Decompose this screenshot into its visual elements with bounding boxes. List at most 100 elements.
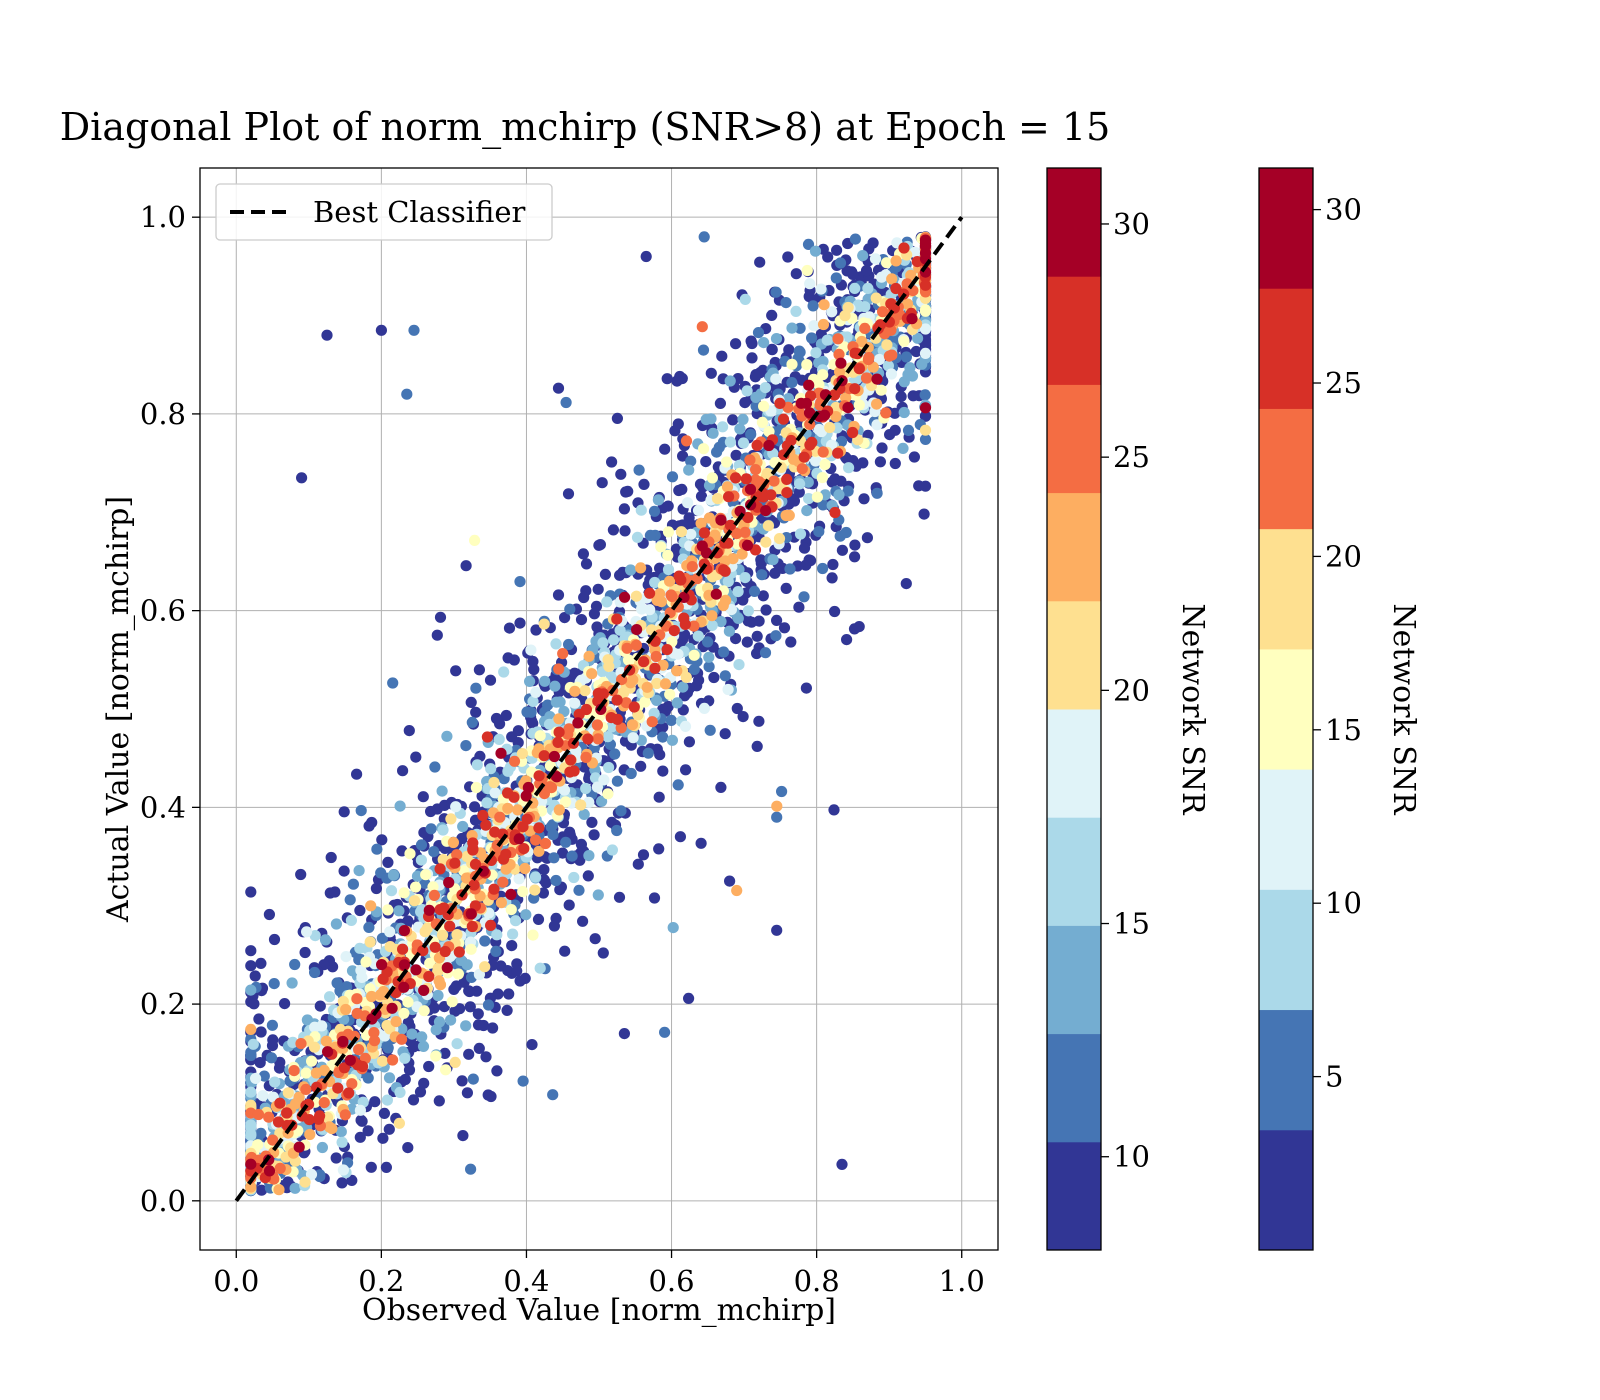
data-point — [402, 915, 414, 927]
data-point — [897, 442, 909, 454]
data-point — [432, 962, 444, 975]
data-point — [480, 819, 492, 831]
data-point — [493, 733, 505, 746]
data-point — [685, 528, 697, 540]
data-point — [750, 464, 762, 476]
data-point — [781, 487, 793, 499]
data-point — [763, 439, 775, 452]
data-point — [758, 400, 770, 412]
data-point — [787, 453, 800, 465]
data-point — [869, 253, 882, 265]
data-point — [524, 675, 536, 688]
data-point — [698, 702, 711, 715]
y-tick-label: 1.0 — [140, 200, 186, 234]
data-point — [366, 990, 378, 1003]
data-point — [423, 1060, 435, 1073]
data-point — [906, 313, 918, 325]
data-point — [919, 304, 932, 316]
data-point — [580, 751, 592, 764]
data-point — [344, 894, 356, 906]
data-point — [338, 806, 350, 818]
data-point — [572, 717, 584, 729]
data-point — [702, 636, 714, 648]
data-point — [858, 493, 870, 505]
data-point — [818, 299, 830, 311]
data-point — [485, 919, 497, 932]
data-point — [407, 1094, 420, 1106]
colorbar-frame — [1258, 167, 1314, 1251]
data-point — [552, 382, 565, 394]
data-point — [829, 473, 841, 485]
data-point — [256, 1184, 268, 1196]
data-point — [885, 368, 898, 380]
data-point — [648, 892, 661, 904]
data-point — [542, 699, 554, 711]
data-point — [757, 590, 769, 602]
data-point — [767, 554, 779, 566]
data-point — [801, 505, 813, 517]
data-point — [470, 782, 482, 794]
data-point — [564, 603, 576, 615]
data-point — [780, 582, 792, 595]
data-point — [655, 541, 667, 553]
data-point — [849, 282, 861, 294]
colorbar-segment — [1047, 276, 1101, 385]
data-point — [839, 310, 851, 322]
data-point — [565, 754, 577, 766]
data-point — [532, 913, 545, 926]
data-point — [470, 706, 482, 718]
data-point — [529, 871, 542, 883]
data-point — [460, 560, 472, 572]
data-point — [773, 533, 786, 545]
data-point — [431, 629, 443, 641]
data-point — [450, 801, 462, 813]
colorbar-tick-label: 10 — [1113, 1140, 1150, 1174]
data-point — [863, 352, 875, 364]
data-point — [659, 443, 671, 455]
data-point — [338, 1062, 350, 1074]
data-point — [538, 864, 550, 876]
data-point — [798, 542, 811, 554]
y-tick-label: 0.8 — [140, 397, 186, 431]
data-point — [489, 787, 501, 799]
data-point — [545, 782, 558, 794]
data-point — [469, 801, 481, 813]
data-point — [447, 836, 459, 849]
data-point — [295, 868, 307, 881]
data-point — [919, 389, 931, 401]
data-point — [727, 553, 739, 565]
data-point — [488, 776, 500, 789]
data-point — [324, 991, 336, 1003]
data-point — [530, 834, 542, 846]
data-point — [376, 834, 388, 846]
data-point — [737, 413, 749, 425]
data-point — [353, 865, 365, 877]
data-point — [268, 933, 281, 946]
data-point — [851, 348, 864, 360]
data-point — [490, 945, 502, 958]
data-point — [806, 436, 818, 448]
data-point — [508, 755, 521, 767]
data-point — [508, 654, 520, 666]
data-point — [908, 451, 921, 463]
data-point — [698, 443, 710, 455]
data-point — [300, 1067, 312, 1079]
data-point — [287, 1036, 299, 1048]
data-point — [657, 721, 669, 733]
data-point — [753, 715, 765, 727]
data-point — [580, 782, 592, 795]
data-point — [314, 1000, 326, 1012]
data-point — [586, 816, 598, 829]
data-point — [803, 379, 815, 391]
colorbar-tick-label: 20 — [1325, 539, 1362, 573]
data-point — [746, 337, 758, 350]
data-point — [830, 411, 842, 423]
data-point — [707, 427, 719, 439]
data-point — [440, 1064, 452, 1076]
data-point — [575, 799, 587, 811]
data-point — [836, 1158, 848, 1170]
data-point — [460, 740, 472, 752]
data-point — [717, 421, 729, 433]
data-point — [742, 605, 755, 617]
data-point — [506, 940, 518, 952]
